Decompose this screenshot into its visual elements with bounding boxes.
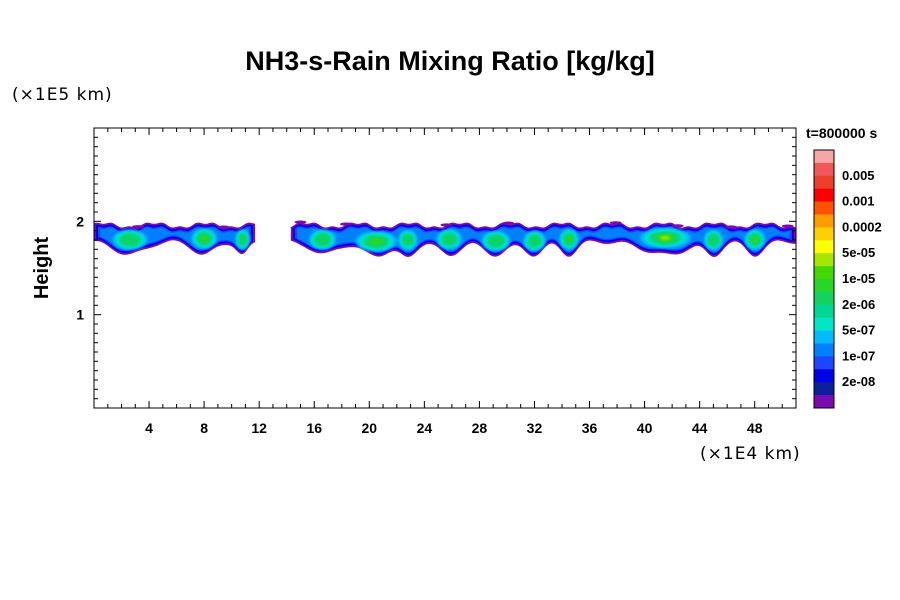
colorbar-label: 5e-05	[842, 245, 875, 260]
colorbar-label: 0.005	[842, 168, 875, 183]
colorbar-frame	[813, 149, 835, 409]
contour-speck	[132, 225, 145, 229]
colorbar-swatch	[814, 175, 834, 189]
x-tick-label: 20	[362, 420, 378, 436]
x-tick-label: 24	[417, 420, 433, 436]
colorbar-swatch	[814, 253, 834, 267]
x-axis-unit: (×1E4 km)	[700, 444, 801, 464]
time-label: t=800000 s	[806, 125, 878, 141]
y-tick-label: 1	[76, 307, 84, 323]
x-tick-label: 28	[472, 420, 488, 436]
contour-speck	[440, 223, 453, 227]
contour-cell	[239, 234, 247, 245]
colorbar-label: 0.001	[842, 194, 875, 209]
contour-cell	[199, 234, 209, 243]
contour-cell	[528, 235, 541, 247]
colorbar-swatch	[814, 201, 834, 215]
y-axis-label: Height	[31, 237, 53, 300]
colorbar-swatch	[814, 227, 834, 241]
colorbar-swatch	[814, 188, 834, 202]
colorbar-label: 2e-08	[842, 374, 875, 389]
contour-speck	[339, 222, 352, 226]
colorbar-swatch	[814, 279, 834, 293]
colorbar-label: 2e-06	[842, 297, 875, 312]
contour-speck	[781, 224, 794, 228]
x-tick-label: 8	[200, 420, 208, 436]
contour-cell	[565, 235, 573, 243]
colorbar-swatch	[814, 317, 834, 331]
colorbar-swatch	[814, 162, 834, 177]
colorbar: 0.005 0.001 0.0002 5e-05 1e-05 2e-06 5e-07 1e-0…	[813, 149, 882, 409]
y-tick-label: 2	[76, 213, 84, 229]
colorbar-swatch	[814, 382, 834, 396]
colorbar-swatch	[814, 214, 834, 228]
colorbar-swatch	[814, 240, 834, 254]
contour-speck	[725, 225, 738, 229]
contour-speck	[294, 220, 307, 224]
colorbar-swatch	[814, 291, 834, 306]
colorbar-swatch	[814, 356, 834, 370]
contour-cell	[751, 235, 759, 244]
contour-speck	[671, 224, 684, 228]
contour-cell	[403, 234, 413, 246]
contour-cell	[660, 236, 670, 240]
colorbar-swatch	[814, 330, 834, 344]
contour-cell	[368, 237, 384, 246]
colorbar-label: 1e-07	[842, 348, 875, 363]
x-tick-label: 40	[637, 420, 653, 436]
contour-cell	[488, 235, 504, 247]
contour-speck	[217, 225, 230, 229]
contour-cell	[315, 234, 330, 245]
chart-title: NH3-s-Rain Mixing Ratio [kg/kg]	[245, 46, 655, 76]
x-tick-label: 32	[527, 420, 543, 436]
colorbar-swatch	[814, 343, 834, 357]
x-tick-label: 4	[145, 420, 153, 436]
colorbar-label: 0.0002	[842, 219, 882, 234]
x-tick-label: 48	[747, 420, 763, 436]
colorbar-label: 1e-05	[842, 271, 875, 286]
colorbar-swatch	[814, 304, 834, 318]
colorbar-swatch	[814, 150, 834, 164]
y-axis-unit: (×1E5 km)	[12, 85, 113, 105]
contour-speck	[502, 221, 515, 225]
x-tick-label: 44	[692, 420, 708, 436]
contour-cell	[708, 234, 719, 246]
colorbar-label: 5e-07	[842, 323, 875, 338]
x-tick-label: 36	[582, 420, 598, 436]
colorbar-swatch	[814, 395, 834, 409]
axis-ticks	[94, 128, 796, 408]
colorbar-swatch	[814, 369, 834, 383]
x-tick-label: 12	[251, 420, 267, 436]
contour-speck	[609, 221, 622, 225]
contour-cell	[442, 234, 456, 245]
rain-layer	[94, 220, 796, 257]
colorbar-swatch	[814, 266, 834, 280]
plot-frame	[93, 127, 797, 409]
x-tick-label: 16	[306, 420, 322, 436]
contour-cell	[121, 234, 139, 245]
